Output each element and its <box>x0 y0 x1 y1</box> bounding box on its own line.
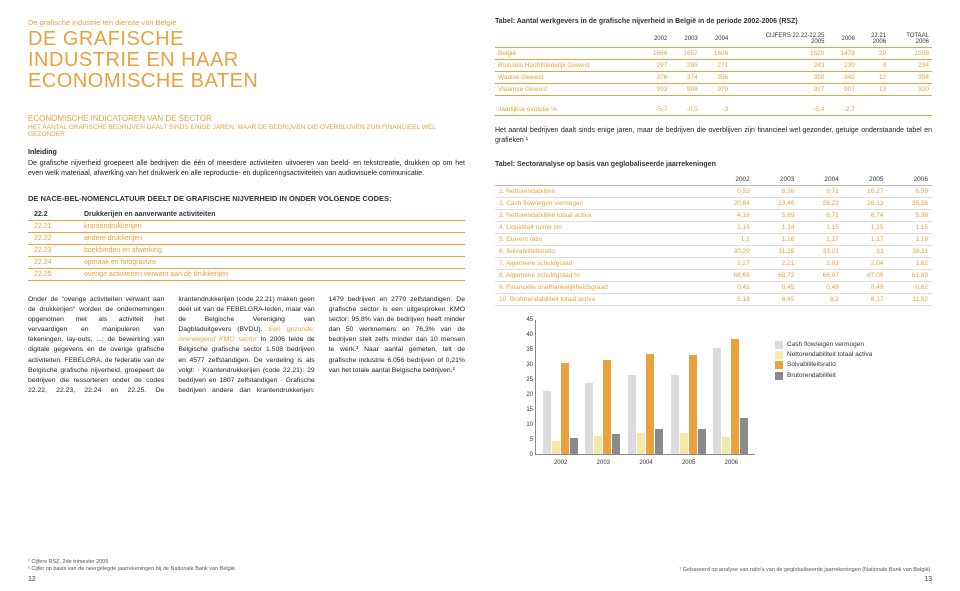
sector-bar-chart: 051015202530354045 20022003200420052006 <box>535 320 765 470</box>
intro-paragraph: Inleiding De grafische nijverheid groepe… <box>28 148 465 180</box>
table2-title: Tabel: Sectoranalyse op basis van geglob… <box>495 161 932 168</box>
footnotes-left: ¹ Cijfers RSZ, 2de trimester 2006 ² Cijf… <box>28 559 237 573</box>
kicker: De grafische industrie ten dienste van B… <box>28 18 465 27</box>
employers-table: 200220032004CIJFERS 22.22-22.25200520062… <box>495 31 932 116</box>
footnotes-right: ¹ Gebaseerd op analyse van ratio's van d… <box>679 567 932 573</box>
sector-analysis-table: 20022003200420052006 1. Nettorendabilite… <box>495 174 932 306</box>
section-subheading: HET AANTAL GRAFISCHE BEDRIJVEN DAALT SIN… <box>28 124 465 138</box>
nace-codes-table: 22.2Drukkerijen en aanverwante activitei… <box>28 209 465 281</box>
page-number-right: 13 <box>924 576 932 583</box>
table1-title: Tabel: Aantal werkgevers in de grafische… <box>495 18 932 25</box>
page-title: DE GRAFISCHE INDUSTRIE EN HAAR ECONOMISC… <box>28 29 465 92</box>
nace-heading: DE NACE-BEL-NOMENCLATUUR DEELT DE GRAFIS… <box>28 194 465 203</box>
page-number-left: 12 <box>28 576 36 583</box>
section-heading: ECONOMISCHE INDICATOREN VAN DE SECTOR <box>28 114 465 123</box>
chart-legend: Cash flow/eigen vermogenNettorendabilite… <box>775 340 872 382</box>
right-paragraph: Het aantal bedrijven daalt sinds enige j… <box>495 126 932 147</box>
body-columns: Onder de "overige activiteiten verwant a… <box>28 295 465 397</box>
